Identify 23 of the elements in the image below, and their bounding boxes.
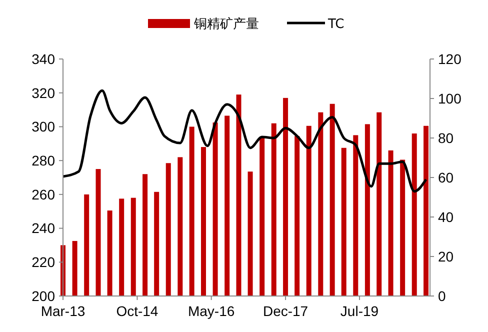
y2-tick-label: 80	[438, 130, 454, 146]
y-tick-label: 300	[32, 118, 56, 135]
y2-tick-label: 60	[438, 169, 454, 186]
legend-label: 铜精矿产量	[193, 17, 259, 32]
x-tick-label: Jul-19	[340, 303, 379, 319]
line-series	[62, 89, 428, 193]
x-tick-label: Dec-17	[262, 303, 308, 319]
y-tick-label: 240	[32, 220, 56, 236]
y2-tick-label: 0	[438, 288, 446, 304]
y2-tick-label: 40	[438, 208, 454, 225]
y-tick-label: 280	[32, 152, 56, 168]
x-tick-label: Oct-14	[116, 303, 158, 319]
y2-tick-label: 100	[438, 90, 462, 106]
legend-label: TC	[327, 17, 344, 32]
y-tick-label: 260	[32, 186, 56, 202]
y2-tick-label: 120	[438, 50, 462, 67]
y-tick-label: 320	[32, 84, 56, 101]
x-tick-label: Mar-13	[40, 303, 86, 319]
y-tick-label: 200	[32, 288, 56, 304]
y-tick-label: 220	[32, 254, 56, 270]
x-tick-label: May-16	[188, 303, 235, 319]
y-tick-label: 340	[32, 50, 56, 67]
y2-tick-label: 20	[438, 248, 454, 264]
